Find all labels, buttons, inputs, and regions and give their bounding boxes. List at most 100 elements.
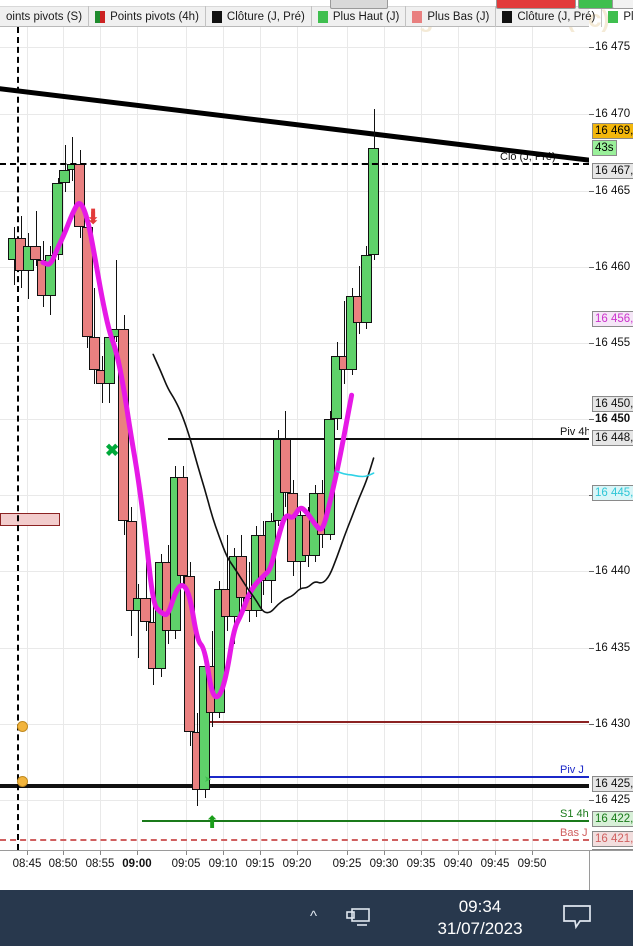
buy-arrow-icon: ⬆ [205, 813, 220, 832]
legend-item[interactable]: Plus Haut [602, 6, 633, 27]
candle-body[interactable] [360, 254, 372, 324]
candle-body[interactable] [140, 597, 152, 623]
pivot-4h-badge[interactable]: 16 448,5 [592, 430, 633, 446]
sell-arrow-icon: ⬇ [86, 206, 101, 225]
axis-divider [589, 851, 590, 891]
display-icon[interactable] [345, 907, 371, 929]
candle-body[interactable] [44, 254, 56, 296]
price-tick-label: 16 460 [595, 261, 631, 273]
candle-body[interactable] [81, 227, 93, 337]
candle-body[interactable] [279, 438, 291, 494]
taskbar-clock: 09:34 [458, 897, 502, 916]
candle-body[interactable] [74, 164, 86, 228]
grid-line-horizontal [0, 419, 589, 420]
grey-button-left[interactable] [330, 0, 388, 9]
candle-body[interactable] [118, 328, 130, 521]
candle-body[interactable] [103, 336, 115, 384]
grid-line-horizontal [0, 47, 589, 48]
price-tick [589, 571, 594, 572]
bar-countdown-badge[interactable]: 43s [592, 140, 617, 156]
chart-plot-area[interactable]: Clô (J, Pré) Piv 4h Piv J S1 4h Bas J ⬇ ⬇ ✖ ➤ ⬆ [0, 27, 590, 850]
price-tick [589, 724, 594, 725]
price-tick [589, 343, 594, 344]
pivot-j-line-label: Piv J [560, 764, 584, 776]
low-j-line [0, 839, 589, 841]
crosshair-horizontal [0, 163, 589, 165]
candle-body[interactable] [184, 575, 196, 733]
price-tick-label: 16 465 [595, 185, 631, 197]
grid-line-vertical [137, 27, 138, 850]
candle-wick [344, 301, 346, 384]
candle-body[interactable] [59, 169, 71, 184]
close-line-black [0, 784, 589, 788]
price-axis[interactable]: 16 475 16 470 16 465 16 460 16 455 16 450 16 4… [589, 27, 633, 865]
price-tick-label: 16 475 [595, 41, 631, 53]
ma-cyan-badge[interactable]: 16 445,0 [592, 485, 633, 501]
candle-body[interactable] [177, 476, 189, 576]
legend-item[interactable]: oints pivots (S) [0, 6, 90, 27]
legend-item[interactable]: Clôture (J, Pré) [496, 6, 603, 27]
time-tick-label: 09:45 [480, 858, 510, 870]
time-tick [186, 851, 187, 855]
price-tick-label: 16 455 [595, 337, 631, 349]
price-tick-label: 16 440 [595, 565, 631, 577]
chevron-up-icon[interactable]: ^ [310, 908, 318, 925]
time-tick-label: 09:40 [443, 858, 473, 870]
pivot-4h-line-label: Piv 4h [560, 426, 590, 438]
time-tick-label: 08:45 [12, 858, 42, 870]
close-pre-badge[interactable]: 16 467,3 [592, 163, 633, 179]
pivot-4h-line [168, 438, 589, 440]
price-tick [589, 191, 594, 192]
legend-swatch-icon [412, 10, 423, 23]
pivot-j-badge[interactable]: 16 425,5 [592, 776, 633, 792]
pivot-j-line [204, 776, 589, 778]
time-tick-label: 09:15 [245, 858, 275, 870]
trendline[interactable] [0, 85, 589, 164]
low-j-line-label: Bas J [560, 827, 588, 839]
grid-line-vertical [63, 27, 64, 850]
ma-slow-badge[interactable]: 16 450,9 [592, 396, 633, 412]
time-tick-label: 09:20 [282, 858, 312, 870]
candle-body[interactable] [368, 147, 380, 255]
candle-body[interactable] [324, 419, 336, 535]
candle-wick [35, 210, 37, 266]
order-zone[interactable] [0, 513, 60, 526]
price-tick [589, 648, 594, 649]
candle-wick [72, 136, 74, 181]
s1-4h-badge[interactable]: 16 422,9 [592, 811, 633, 827]
price-tick-label: 16 470 [595, 108, 631, 120]
candle-body[interactable] [30, 246, 42, 261]
grid-line-vertical [27, 27, 28, 850]
last-price-badge[interactable]: 16 469,2 [592, 123, 633, 139]
grey-button-right[interactable] [612, 0, 633, 9]
s1-4h-line [142, 820, 589, 822]
sell-arrow-icon: ⬇ [86, 209, 101, 228]
time-tick-label: 09:10 [208, 858, 238, 870]
legend-item[interactable]: Plus Bas (J) [406, 6, 497, 27]
legend-swatch-icon [608, 10, 619, 23]
legend-swatch-icon [317, 10, 328, 23]
time-axis[interactable]: 08:45 08:50 08:55 09:00 09:05 09:10 09:15 09:20… [0, 850, 633, 891]
sell-button[interactable] [496, 0, 576, 9]
time-tick [347, 851, 348, 855]
chart-legend: oints pivots (S) Points pivots (4h) Clôtur… [0, 6, 633, 27]
pivot-dot-icon [17, 721, 28, 732]
taskbar-date: 31/07/2023 [437, 919, 523, 938]
legend-item[interactable]: Points pivots (4h) [89, 6, 206, 27]
candle-body[interactable] [235, 556, 247, 598]
candle-body[interactable] [265, 520, 277, 582]
speech-bubble-icon[interactable] [562, 904, 592, 930]
price-tick [589, 495, 594, 496]
time-tick [27, 851, 28, 855]
legend-item[interactable]: Plus Haut (J) [312, 6, 407, 27]
candle-wick [138, 583, 140, 658]
buy-button[interactable] [578, 0, 633, 9]
candle-body[interactable] [88, 336, 100, 370]
legend-item[interactable]: Clôture (J, Pré) [206, 6, 312, 27]
low-j-badge[interactable]: 16 421,2 [592, 831, 633, 847]
candle-body[interactable] [52, 183, 64, 255]
ma-fast-badge[interactable]: 16 456,7 [592, 311, 633, 327]
top-button-strip [0, 0, 633, 9]
time-tick-label: 09:25 [332, 858, 362, 870]
